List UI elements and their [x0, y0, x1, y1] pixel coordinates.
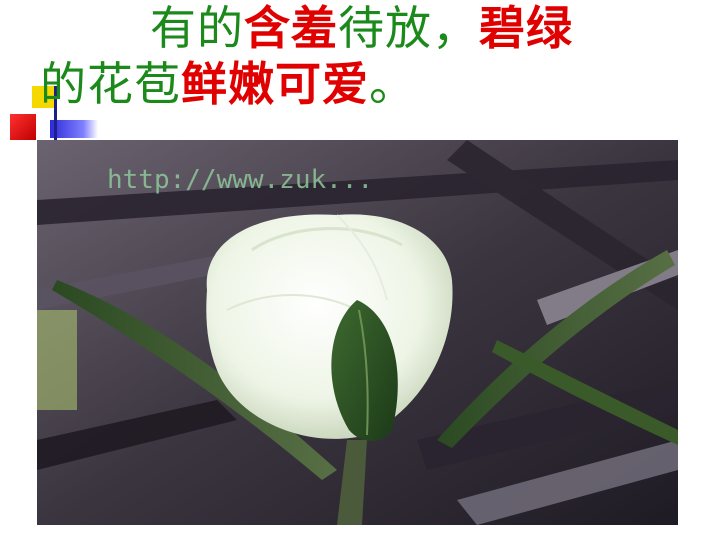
- leaf-right-lower: [492, 340, 678, 445]
- bullet-square-yellow: [32, 86, 54, 108]
- flower-bud-photo: http://www.zuk...: [37, 140, 678, 525]
- text-line-2: 的花苞鲜嫩可爱。: [40, 56, 710, 112]
- text-segment: 有的: [150, 1, 244, 55]
- decorative-bullet: [10, 86, 100, 146]
- text-segment: 。: [369, 57, 416, 111]
- text-highlight: 鲜嫩可爱: [181, 57, 369, 111]
- leaf-left: [52, 280, 337, 480]
- sepal-leaf: [331, 300, 398, 442]
- slide-text: 有的含羞待放，碧绿 的花苞鲜嫩可爱。: [40, 0, 710, 112]
- stem: [337, 440, 367, 525]
- bullet-bar-vertical: [54, 86, 57, 142]
- text-segment: 的花苞: [40, 57, 181, 111]
- text-line-1: 有的含羞待放，碧绿: [40, 0, 710, 56]
- bullet-square-red: [10, 114, 36, 140]
- light-patch: [37, 310, 77, 410]
- text-highlight: 碧绿: [479, 1, 573, 55]
- text-segment: 待放，: [338, 1, 479, 55]
- flower-bud-illustration: http://www.zuk...: [37, 140, 678, 525]
- leaf-right: [437, 250, 675, 448]
- text-highlight: 含羞: [244, 1, 338, 55]
- bullet-bar-blue: [50, 120, 98, 138]
- photo-watermark: http://www.zuk...: [107, 165, 373, 195]
